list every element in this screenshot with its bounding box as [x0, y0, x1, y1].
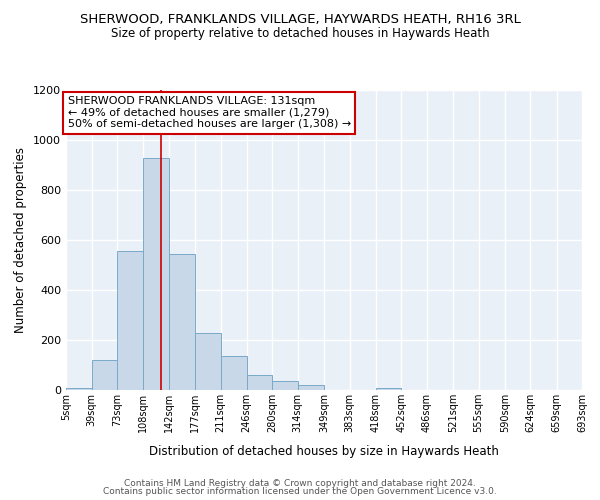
Bar — [221, 356, 247, 390]
Bar — [91, 360, 117, 390]
Text: Distribution of detached houses by size in Haywards Heath: Distribution of detached houses by size … — [149, 444, 499, 458]
Text: Contains public sector information licensed under the Open Government Licence v3: Contains public sector information licen… — [103, 487, 497, 496]
Text: Contains HM Land Registry data © Crown copyright and database right 2024.: Contains HM Land Registry data © Crown c… — [124, 478, 476, 488]
Bar — [298, 385, 324, 390]
Bar — [247, 375, 272, 390]
Bar — [169, 254, 195, 390]
Text: SHERWOOD, FRANKLANDS VILLAGE, HAYWARDS HEATH, RH16 3RL: SHERWOOD, FRANKLANDS VILLAGE, HAYWARDS H… — [80, 12, 520, 26]
Bar — [143, 158, 169, 390]
Y-axis label: Number of detached properties: Number of detached properties — [14, 147, 28, 333]
Bar — [117, 251, 143, 390]
Bar — [195, 332, 221, 390]
Bar — [66, 388, 91, 390]
Text: Size of property relative to detached houses in Haywards Heath: Size of property relative to detached ho… — [110, 28, 490, 40]
Bar — [376, 388, 401, 390]
Bar — [272, 381, 298, 390]
Text: SHERWOOD FRANKLANDS VILLAGE: 131sqm
← 49% of detached houses are smaller (1,279): SHERWOOD FRANKLANDS VILLAGE: 131sqm ← 49… — [67, 96, 351, 130]
